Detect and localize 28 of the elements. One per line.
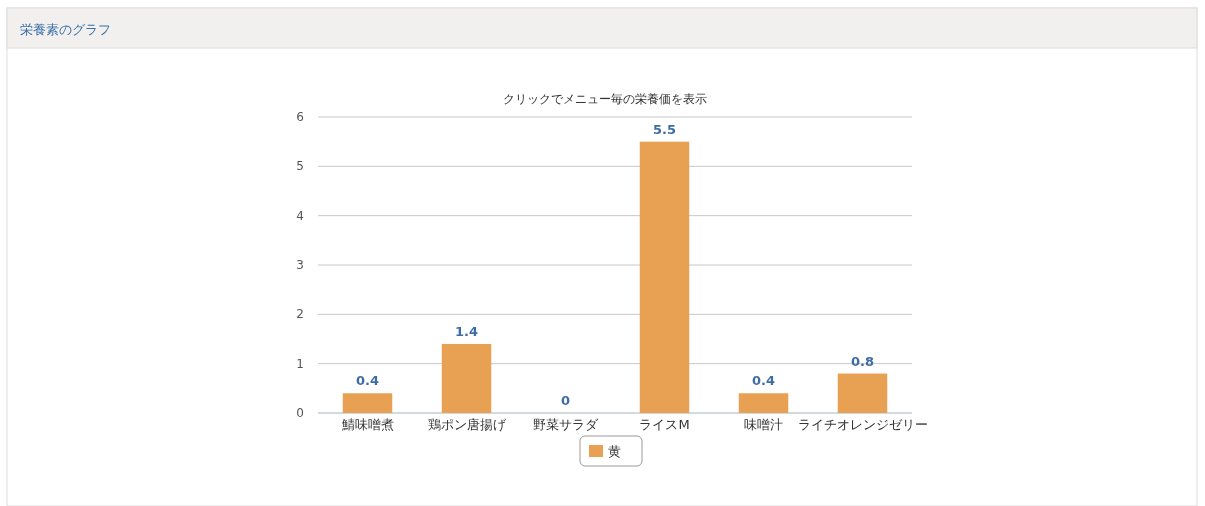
data-label: 0.4 <box>751 373 776 389</box>
y-tick-label: 5 <box>296 159 304 174</box>
data-label: 0.4 <box>355 373 380 389</box>
chart-subtitle: クリックでメニュー毎の栄養価を表示 <box>503 92 707 106</box>
legend-label: 黄 <box>608 444 621 459</box>
data-label: 1.4 <box>454 323 479 339</box>
x-tick-label: 野菜サラダ <box>533 417 599 432</box>
bar <box>738 393 789 413</box>
y-tick-label: 2 <box>296 307 304 322</box>
y-tick-label: 0 <box>296 406 304 420</box>
data-label: 5.5 <box>652 121 677 137</box>
x-tick-label: 鯖味噌煮 <box>341 417 394 432</box>
x-tick-label: 鶏ポン唐揚げ <box>427 417 507 432</box>
y-tick-label: 4 <box>296 208 304 223</box>
legend: 黄 <box>579 435 643 467</box>
bar <box>342 393 393 413</box>
y-tick-label: 6 <box>296 110 304 124</box>
y-tick-label: 3 <box>296 258 304 272</box>
data-label: 0.8 <box>850 353 875 369</box>
x-tick-label: ライスM <box>639 417 690 432</box>
text: 栄養素のグラフ <box>20 22 111 37</box>
data-label: 0 <box>560 393 571 408</box>
bar <box>441 343 492 413</box>
bar <box>639 141 690 413</box>
bar <box>837 373 888 413</box>
x-tick-label: ライチオレンジゼリー <box>797 417 928 432</box>
x-tick-label: 味噌汁 <box>744 417 783 432</box>
y-tick-label: 1 <box>296 356 304 371</box>
